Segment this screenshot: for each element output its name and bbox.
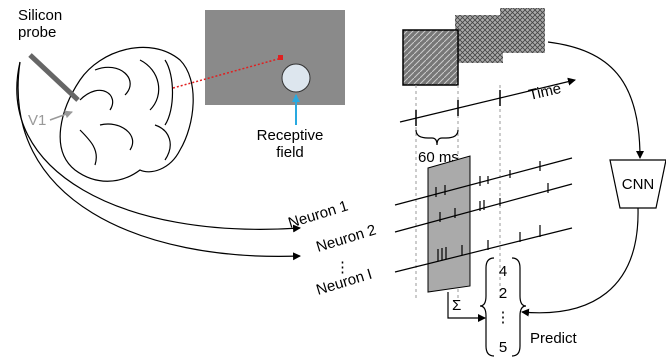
sum-label: Σ <box>452 297 461 314</box>
time-label: Time <box>527 80 563 104</box>
diagram: Silicon probe V1 Receptive field Time 60… <box>0 0 666 360</box>
bracket <box>480 258 494 356</box>
receptive-label: field <box>276 144 304 161</box>
probe-label: probe <box>18 24 56 41</box>
cnn-predict-arrow <box>522 208 638 313</box>
stimulus-image <box>282 64 310 92</box>
receptive-label: Receptive <box>257 127 324 144</box>
image <box>403 30 458 85</box>
image-to-cnn-arrow <box>548 42 640 158</box>
vector-entry: ⋮ <box>496 309 511 326</box>
vector-entry: 4 <box>499 263 507 280</box>
stimulus-screen <box>205 10 345 105</box>
neuron-label: Neuron 2 <box>314 222 378 256</box>
probe <box>30 55 78 100</box>
cnn-label: CNN <box>622 176 655 193</box>
neuron-label: Neuron 1 <box>286 198 350 232</box>
brace <box>416 130 458 145</box>
probe-label: Silicon <box>18 7 62 24</box>
time-window <box>428 156 470 292</box>
fixation-point <box>278 55 283 60</box>
image <box>500 8 545 53</box>
area-arrow <box>50 112 72 120</box>
time-ticks <box>416 90 500 126</box>
rasters <box>395 158 572 272</box>
image <box>455 15 503 63</box>
area-label: V1 <box>28 112 46 129</box>
brain <box>60 47 193 181</box>
vector-entry: 2 <box>499 285 507 302</box>
predict-label: Predict <box>530 330 578 347</box>
vector-entry: 5 <box>499 339 507 356</box>
bracket <box>512 258 526 356</box>
